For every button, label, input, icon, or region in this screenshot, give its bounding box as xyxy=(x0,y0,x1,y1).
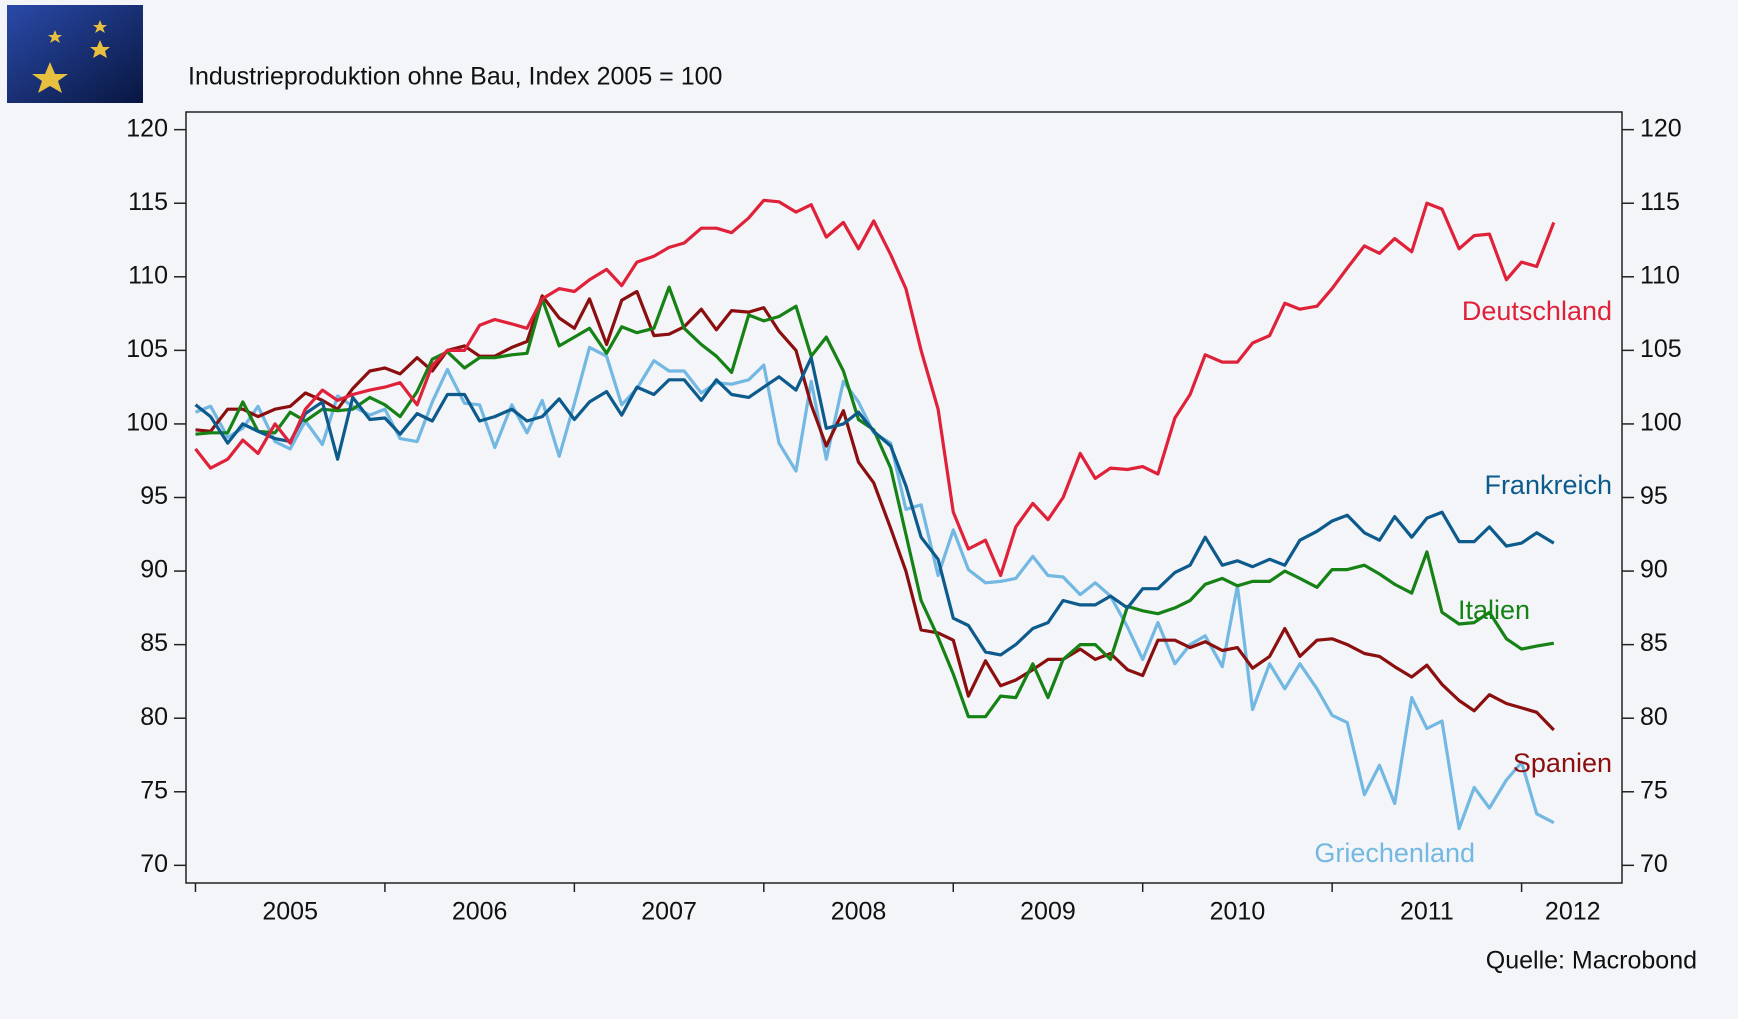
x-tick-label: 2010 xyxy=(1210,898,1266,926)
x-tick-label: 2008 xyxy=(831,898,887,926)
y2-tick-label: 115 xyxy=(1640,188,1680,216)
y2-tick-label: 120 xyxy=(1640,114,1682,142)
y-tick-label: 100 xyxy=(126,409,168,437)
y-tick-label: 115 xyxy=(128,188,168,216)
y-tick-label: 80 xyxy=(140,703,168,731)
x-tick-label: 2011 xyxy=(1400,898,1454,926)
source-note: Quelle: Macrobond xyxy=(1486,947,1697,975)
chart-title: Industrieproduktion ohne Bau, Index 2005… xyxy=(188,63,722,91)
series-line xyxy=(195,285,1555,719)
logo xyxy=(7,5,143,103)
y2-tick-label: 110 xyxy=(1640,261,1680,289)
y-tick-label: 85 xyxy=(140,629,168,657)
y-tick-label: 75 xyxy=(140,776,168,804)
series-line xyxy=(194,356,1555,657)
series-label: Frankreich xyxy=(1484,470,1612,500)
y-tick-label: 110 xyxy=(128,261,168,289)
y2-tick-label: 90 xyxy=(1640,556,1668,584)
y2-tick-label: 80 xyxy=(1640,703,1668,731)
y-tick-label: 120 xyxy=(126,114,168,142)
series-label: Deutschland xyxy=(1462,296,1612,326)
y-tick-label: 90 xyxy=(140,556,168,584)
x-tick-label: 2005 xyxy=(262,898,318,926)
series-label: Spanien xyxy=(1513,748,1612,778)
y-tick-label: 70 xyxy=(140,850,168,878)
y-tick-label: 95 xyxy=(140,482,168,510)
y2-tick-label: 95 xyxy=(1640,482,1668,510)
y-tick-label: 105 xyxy=(126,335,168,363)
series-label: Griechenland xyxy=(1314,838,1475,868)
y2-tick-label: 85 xyxy=(1640,629,1668,657)
y2-tick-label: 105 xyxy=(1640,335,1682,363)
y2-tick-label: 75 xyxy=(1640,776,1668,804)
x-tick-label: 2012 xyxy=(1545,898,1601,926)
x-tick-label: 2006 xyxy=(452,898,508,926)
y2-tick-label: 100 xyxy=(1640,409,1682,437)
series-line xyxy=(195,289,1555,732)
series-label: Italien xyxy=(1458,595,1530,625)
x-tick-label: 2009 xyxy=(1020,898,1076,926)
x-tick-label: 2007 xyxy=(641,898,697,926)
y2-tick-label: 70 xyxy=(1640,850,1668,878)
series-line xyxy=(194,345,1555,831)
series-line xyxy=(194,198,1556,578)
